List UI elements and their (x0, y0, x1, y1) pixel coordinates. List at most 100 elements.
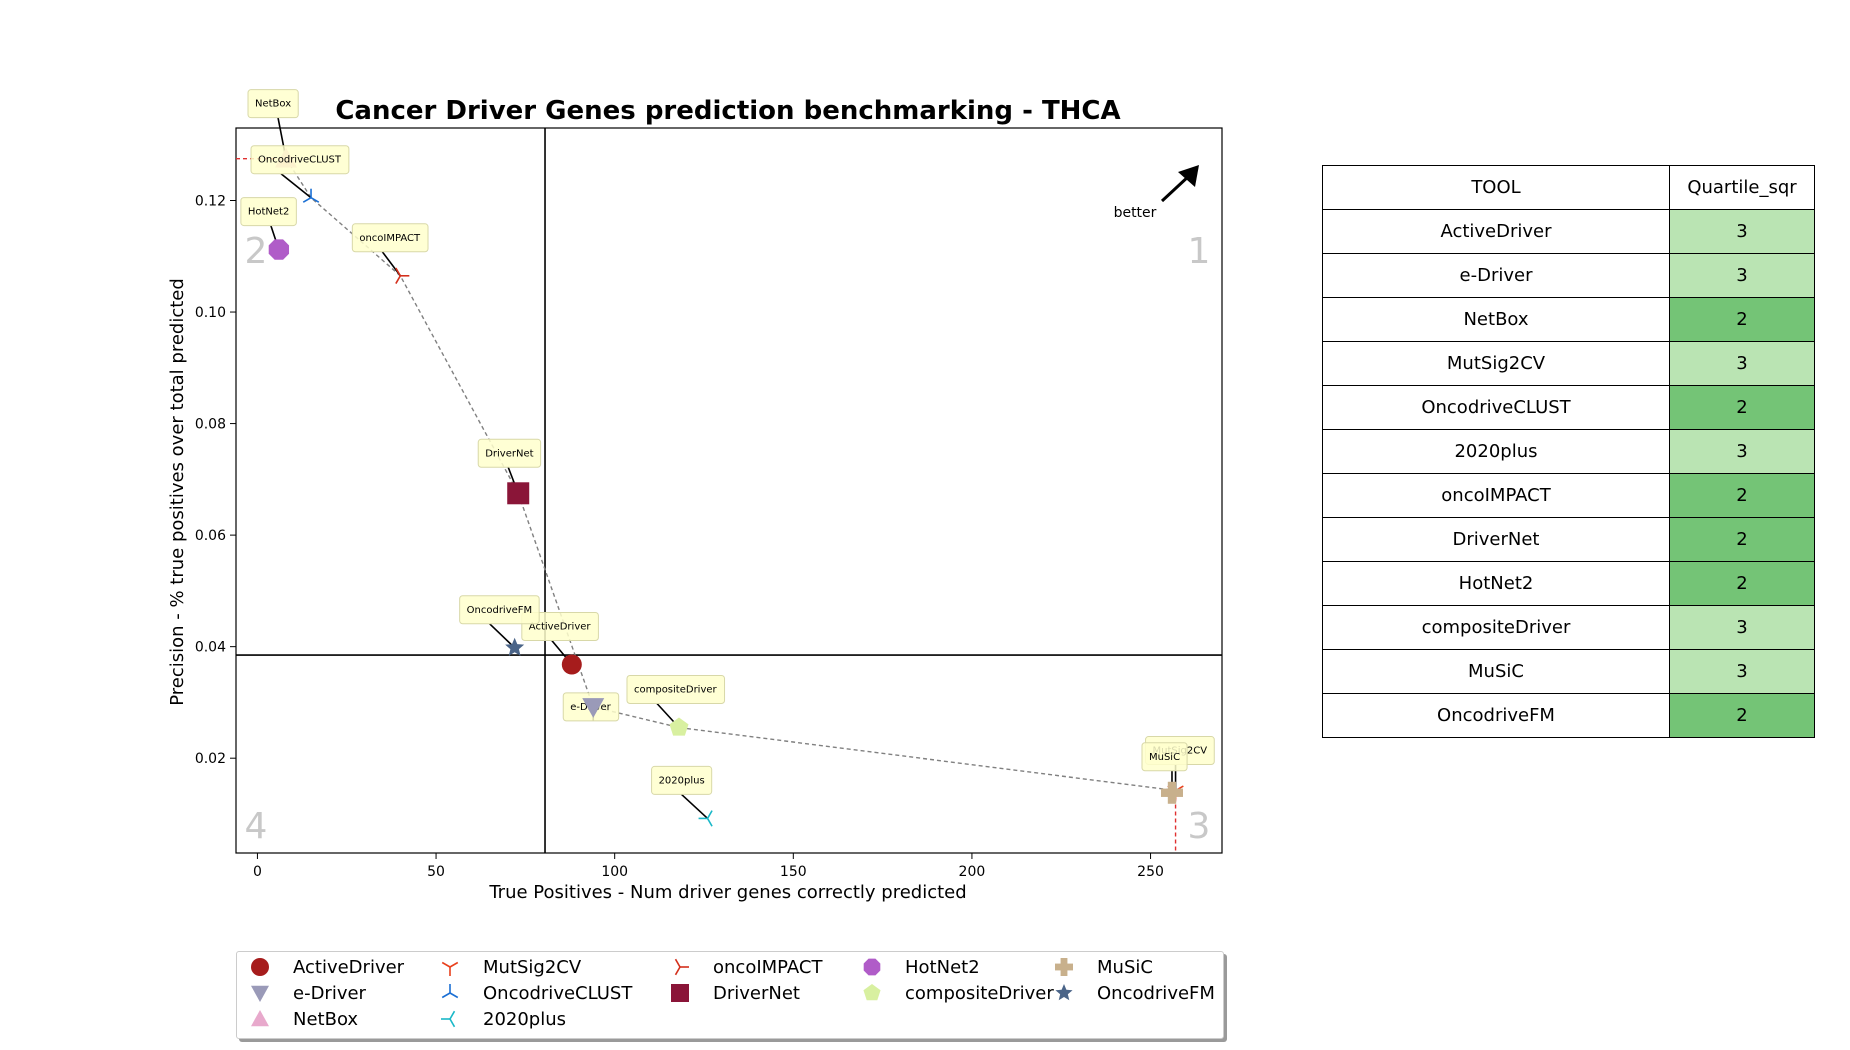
table-cell-tool: compositeDriver (1322, 605, 1670, 650)
data-point (698, 810, 713, 827)
legend-label: MuSiC (1097, 956, 1153, 978)
table-cell-quartile: 2 (1669, 561, 1815, 606)
legend-item: DriverNet (665, 980, 800, 1006)
better-arrow-shaft (1160, 173, 1192, 203)
legend-label: oncoIMPACT (713, 956, 823, 978)
x-tick-label: 250 (1137, 864, 1164, 880)
quadrant-label: 4 (245, 806, 268, 847)
table-cell-quartile: 3 (1669, 341, 1815, 386)
point-label: OncodriveCLUST (258, 155, 342, 166)
table-row: e-Driver 3 (1322, 253, 1815, 298)
legend-marker (671, 984, 689, 1002)
data-point (507, 482, 530, 505)
point-label-box (477, 438, 542, 468)
data-point (268, 239, 290, 260)
chart-legend: ActiveDriver e-Driver NetBox MutSig2CV Oncod… (236, 951, 1224, 1039)
point-label: MuSiC (1149, 752, 1180, 763)
chart-title: Cancer Driver Genes prediction benchmark… (335, 96, 1120, 126)
x-tick-label: 200 (959, 864, 986, 880)
quartile-table: TOOL Quartile_sqr ActiveDriver 3 e-Driver 3… (1322, 165, 1815, 738)
x-tick-label: 0 (253, 864, 262, 880)
legend-item: ActiveDriver (245, 954, 404, 980)
pareto-frontier-line (285, 158, 1176, 792)
table-cell-quartile: 2 (1669, 385, 1815, 430)
point-label-box (1141, 742, 1188, 772)
legend-item: MuSiC (1049, 954, 1153, 980)
legend-item: e-Driver (245, 980, 366, 1006)
point-label-box (351, 223, 429, 253)
y-axis-label: Precision - % true positives over total … (167, 278, 188, 706)
legend-label: NetBox (293, 1008, 359, 1030)
legend-marker (251, 958, 269, 976)
legend-marker (863, 984, 881, 1001)
legend-label: OncodriveCLUST (483, 982, 633, 1004)
table-row: ActiveDriver 3 (1322, 209, 1815, 254)
legend-marker (441, 1010, 456, 1028)
quadrant-label: 2 (245, 231, 268, 272)
legend-marker (251, 985, 269, 1002)
table-row: NetBox 2 (1322, 297, 1815, 342)
x-tick-label: 100 (601, 864, 628, 880)
point-label: ActiveDriver (529, 622, 592, 633)
data-point (582, 698, 605, 718)
x-tick-label: 150 (780, 864, 807, 880)
point-label-box (521, 612, 599, 641)
y-tick-label: 0.12 (195, 194, 226, 210)
table-header-quartile: Quartile_sqr (1669, 165, 1815, 210)
y-tick-label: 0.02 (195, 751, 226, 767)
legend-label: HotNet2 (905, 956, 980, 978)
table-cell-tool: e-Driver (1322, 253, 1670, 298)
point-label-box (250, 145, 350, 175)
point-label-box (240, 197, 297, 227)
table-row: oncoIMPACT 2 (1322, 473, 1815, 518)
x-axis-label: True Positives - Num driver genes correc… (488, 882, 966, 903)
data-point (1160, 781, 1183, 804)
table-cell-tool: MuSiC (1322, 649, 1670, 694)
legend-item: HotNet2 (857, 954, 980, 980)
legend-item: NetBox (245, 1006, 358, 1032)
table-cell-tool: MutSig2CV (1322, 341, 1670, 386)
table-cell-tool: OncodriveCLUST (1322, 385, 1670, 430)
better-label: better (1114, 205, 1157, 221)
point-label-box (459, 595, 540, 625)
table-row: DriverNet 2 (1322, 517, 1815, 562)
table-row: OncodriveFM 2 (1322, 693, 1815, 738)
legend-item: MutSig2CV (435, 954, 581, 980)
table-cell-tool: ActiveDriver (1322, 209, 1670, 254)
plot-frame (235, 127, 1223, 854)
x-tick-label: 50 (427, 864, 445, 880)
table-cell-quartile: 2 (1669, 693, 1815, 738)
legend-marker (251, 1010, 269, 1027)
legend-label: compositeDriver (905, 982, 1054, 1004)
table-row: compositeDriver 3 (1322, 605, 1815, 650)
legend-item: compositeDriver (857, 980, 1054, 1006)
point-label: NetBox (255, 99, 291, 110)
point-label: oncoIMPACT (359, 233, 421, 244)
table-row: OncodriveCLUST 2 (1322, 385, 1815, 430)
table-cell-tool: DriverNet (1322, 517, 1670, 562)
table-cell-tool: oncoIMPACT (1322, 473, 1670, 518)
y-tick-label: 0.08 (195, 417, 226, 433)
legend-label: OncodriveFM (1097, 982, 1215, 1004)
legend-item: oncoIMPACT (665, 954, 822, 980)
table-row: MutSig2CV 3 (1322, 341, 1815, 386)
legend-marker (1055, 958, 1073, 976)
legend-item: OncodriveFM (1049, 980, 1215, 1006)
point-label: OncodriveFM (467, 605, 533, 616)
legend-marker (863, 958, 881, 976)
legend-label: 2020plus (483, 1008, 567, 1030)
point-label-arrow (489, 623, 516, 649)
quadrant-label: 3 (1188, 806, 1211, 847)
table-row: HotNet2 2 (1322, 561, 1815, 606)
point-label: compositeDriver (634, 685, 718, 696)
legend-label: MutSig2CV (483, 956, 582, 978)
better-arrow-head (1178, 165, 1199, 187)
table-row: 2020plus 3 (1322, 429, 1815, 474)
table-cell-quartile: 2 (1669, 473, 1815, 518)
legend-label: ActiveDriver (293, 956, 405, 978)
table-cell-quartile: 2 (1669, 517, 1815, 562)
legend-item: OncodriveCLUST (435, 980, 632, 1006)
table-cell-tool: NetBox (1322, 297, 1670, 342)
table-cell-quartile: 3 (1669, 253, 1815, 298)
